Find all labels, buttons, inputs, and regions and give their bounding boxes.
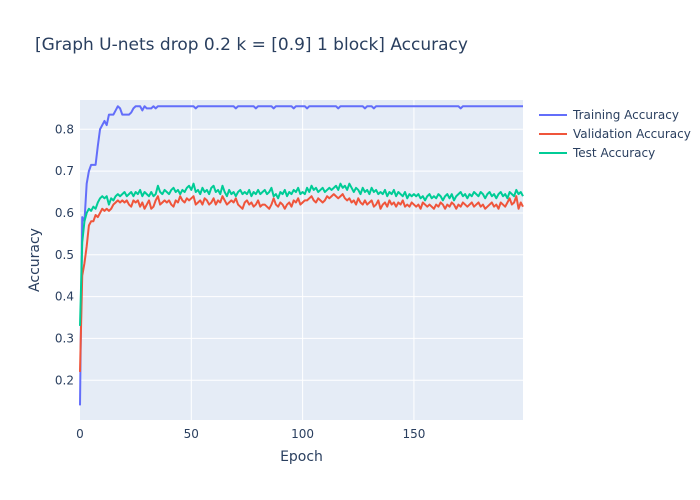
plot-area — [80, 100, 523, 420]
validation-accuracy-line — [79, 193, 524, 372]
training-accuracy-legend-label: Training Accuracy — [572, 108, 679, 122]
chart-title: [Graph U-nets drop 0.2 k = [0.9] 1 block… — [35, 35, 468, 55]
legend: Training Accuracy Validation Accuracy Test… — [539, 108, 691, 160]
y-tick-label: 0.2 — [55, 373, 74, 387]
y-tick-label: 0.3 — [55, 331, 74, 345]
x-tick-label: 100 — [291, 427, 314, 441]
test-accuracy-legend-label: Test Accuracy — [572, 146, 655, 160]
data-series — [79, 105, 524, 406]
x-tick-label: 0 — [76, 427, 84, 441]
x-tick-label: 50 — [184, 427, 199, 441]
y-tick-label: 0.8 — [55, 122, 74, 136]
y-tick-label: 0.6 — [55, 206, 74, 220]
tick-labels: 0.2 0.3 0.4 0.5 0.6 0.7 0.8 0 50 100 150 — [55, 122, 425, 441]
y-tick-label: 0.4 — [55, 290, 74, 304]
test-accuracy-line — [79, 182, 524, 326]
y-tick-label: 0.5 — [55, 248, 74, 262]
training-accuracy-line — [79, 105, 523, 406]
y-axis-title: Accuracy — [27, 228, 43, 292]
grid-lines — [80, 100, 523, 420]
y-tick-label: 0.7 — [55, 164, 74, 178]
validation-accuracy-legend-label: Validation Accuracy — [573, 127, 691, 141]
x-tick-label: 150 — [402, 427, 425, 441]
x-axis-title: Epoch — [280, 449, 323, 465]
